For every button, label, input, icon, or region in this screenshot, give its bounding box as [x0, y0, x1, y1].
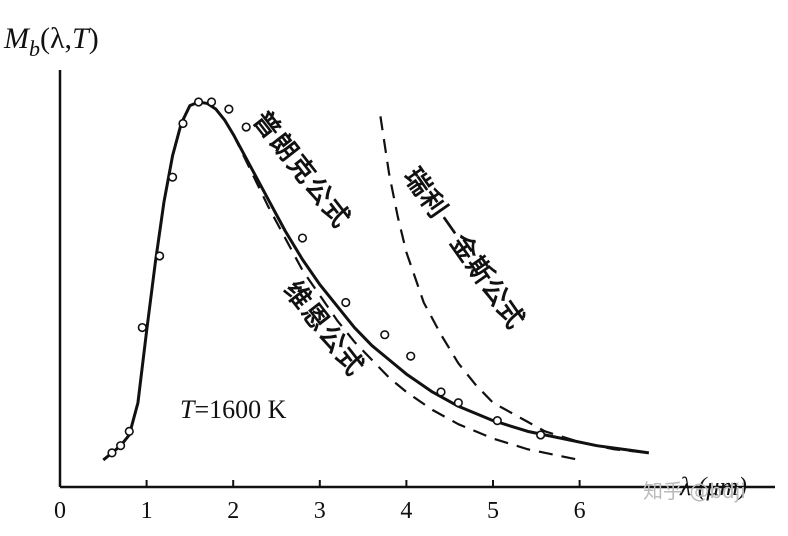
data-point [167, 172, 178, 182]
series-line-0 [102, 100, 650, 462]
series-layer [102, 100, 650, 462]
data-point [206, 97, 217, 107]
data-point [297, 233, 308, 243]
data-point [124, 426, 134, 436]
data-point [116, 441, 126, 451]
temperature-annotation: T=1600 K [180, 395, 287, 424]
planck-label: 普朗克公式 [246, 105, 357, 234]
x-tick-label: 0 [54, 498, 66, 524]
rayleigh-jeans-label: 瑞利－金斯公式 [397, 162, 531, 335]
data-point [178, 118, 188, 129]
data-point [406, 351, 416, 361]
x-axis-label: λ (μm) [679, 472, 747, 501]
data-point [492, 416, 502, 426]
data-point [453, 398, 463, 408]
data-point [436, 387, 446, 397]
data-point [224, 104, 234, 114]
watermark: 知乎 @bdji [643, 479, 746, 503]
series-line-2 [379, 116, 649, 454]
data-point [137, 322, 147, 333]
x-tick-label: 5 [487, 498, 499, 524]
measured-points [107, 97, 546, 458]
y-axis-label: Mb(λ,T) [3, 22, 99, 61]
x-tick-label: 6 [574, 498, 586, 524]
data-point [107, 448, 117, 458]
x-tick-label: 4 [400, 498, 412, 524]
series-line-1 [232, 133, 580, 462]
x-tick-label: 2 [227, 498, 239, 524]
data-point [341, 297, 351, 308]
data-point [380, 330, 390, 340]
data-point [193, 97, 204, 107]
x-ticks: 0 1 2 3 4 5 6 [54, 480, 586, 524]
data-point [536, 430, 546, 440]
x-tick-label: 3 [314, 498, 326, 524]
data-point [154, 251, 165, 261]
data-point [241, 122, 251, 132]
x-tick-label: 1 [141, 498, 153, 524]
